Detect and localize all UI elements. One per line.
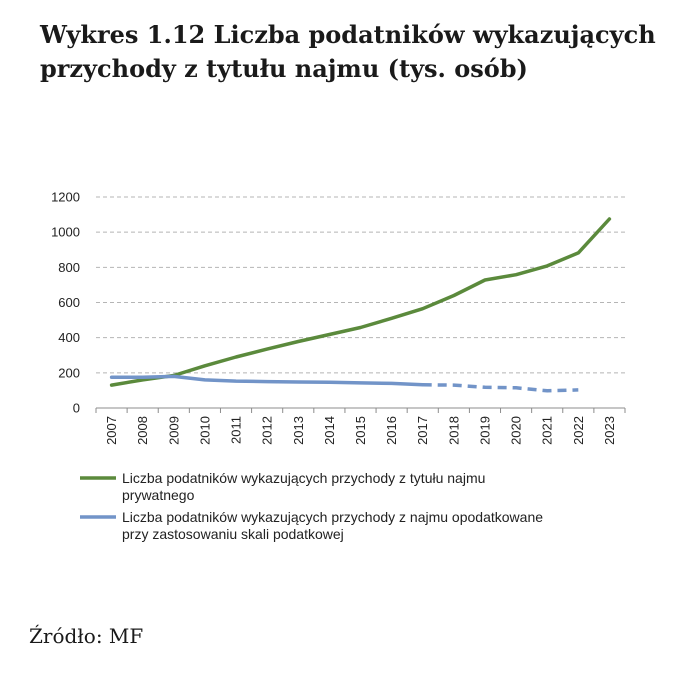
y-tick-label-1000: 1000 bbox=[51, 225, 80, 240]
x-tick-label-2015: 2015 bbox=[353, 416, 368, 445]
y-axis: 0 200 400 600 800 1000 1200 bbox=[51, 190, 80, 416]
y-tick-label-200: 200 bbox=[58, 365, 80, 380]
grid-lines bbox=[96, 196, 625, 374]
x-tick-label-2023: 2023 bbox=[602, 416, 617, 445]
x-axis: 2007 2008 2009 2010 2011 2012 2013 2014 2015 2016… bbox=[95, 407, 626, 445]
series-line-2-dashed bbox=[422, 383, 579, 393]
series-lines bbox=[109, 217, 612, 393]
x-tick-label-2012: 2012 bbox=[260, 416, 275, 445]
y-tick-label-600: 600 bbox=[58, 295, 80, 310]
legend: Liczba podatników wykazujących przychody… bbox=[80, 470, 543, 542]
x-tick-label-2020: 2020 bbox=[509, 416, 524, 445]
x-tick-label-2010: 2010 bbox=[197, 416, 212, 445]
x-tick-label-2009: 2009 bbox=[166, 416, 181, 445]
y-tick-label-400: 400 bbox=[58, 330, 80, 345]
x-tick-label-2014: 2014 bbox=[322, 416, 337, 445]
x-tick-label-2019: 2019 bbox=[477, 416, 492, 445]
legend-label-1-line1: Liczba podatników wykazujących przychody… bbox=[122, 470, 485, 486]
x-tick-label-2016: 2016 bbox=[384, 416, 399, 445]
x-tick-label-2008: 2008 bbox=[135, 416, 150, 445]
y-tick-label-800: 800 bbox=[58, 260, 80, 275]
chart-title: Wykres 1.12 Liczba podatników wykazujący… bbox=[40, 18, 660, 86]
y-tick-label-1200: 1200 bbox=[51, 190, 80, 205]
series-line-2 bbox=[109, 374, 425, 387]
legend-label-2-line2: przy zastosowaniu skali podatkowej bbox=[122, 526, 344, 542]
x-tick-label-2013: 2013 bbox=[291, 416, 306, 445]
x-tick-label-2007: 2007 bbox=[104, 416, 119, 445]
x-tick-label-2017: 2017 bbox=[415, 416, 430, 445]
chart-title-line2: przychody z tytułu najmu (tys. osób) bbox=[40, 54, 528, 83]
x-tick-label-2011: 2011 bbox=[229, 416, 244, 444]
y-tick-label-0: 0 bbox=[73, 401, 80, 416]
legend-label-2-line1: Liczba podatników wykazujących przychody… bbox=[122, 509, 543, 525]
x-tick-label-2021: 2021 bbox=[540, 416, 555, 445]
source-note: Źródło: MF bbox=[29, 624, 144, 648]
x-tick-label-2018: 2018 bbox=[446, 416, 461, 445]
chart-title-line1: Wykres 1.12 Liczba podatników wykazujący… bbox=[40, 20, 656, 49]
x-tick-label-2022: 2022 bbox=[571, 416, 586, 445]
legend-label-1-line2: prywatnego bbox=[122, 487, 195, 503]
series-line-1 bbox=[109, 217, 612, 387]
